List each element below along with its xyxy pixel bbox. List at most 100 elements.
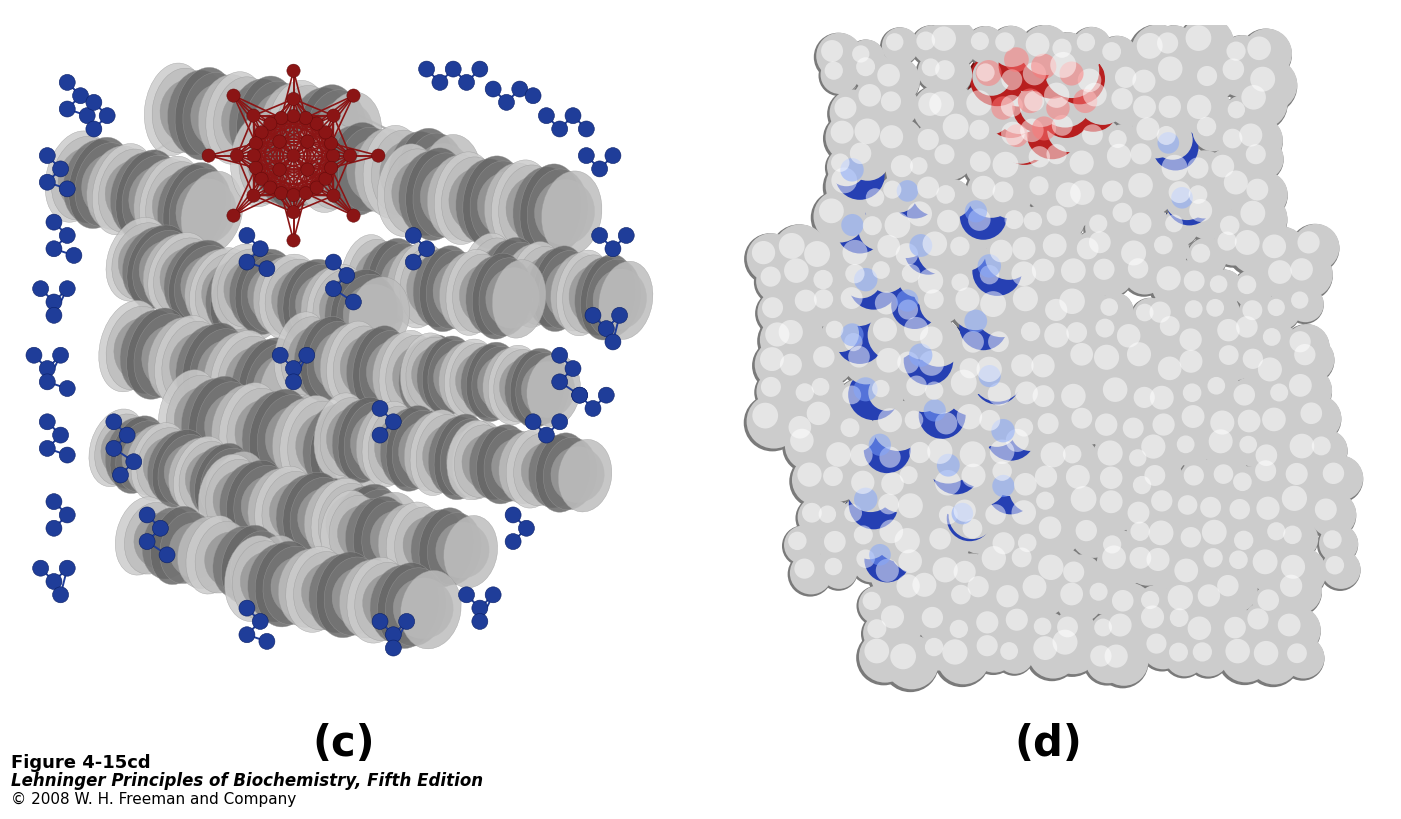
Circle shape — [976, 611, 999, 633]
Ellipse shape — [279, 549, 339, 627]
Ellipse shape — [230, 531, 286, 603]
Circle shape — [909, 260, 965, 316]
Ellipse shape — [472, 253, 527, 339]
Circle shape — [904, 565, 958, 618]
Circle shape — [992, 419, 1014, 442]
Circle shape — [1136, 33, 1163, 59]
Circle shape — [1010, 80, 1065, 135]
Circle shape — [818, 434, 873, 489]
Circle shape — [971, 604, 1019, 651]
Circle shape — [871, 486, 918, 532]
Circle shape — [1005, 278, 1061, 333]
Circle shape — [1286, 251, 1332, 298]
Ellipse shape — [394, 242, 447, 328]
Circle shape — [1009, 465, 1056, 514]
Circle shape — [287, 149, 300, 162]
Circle shape — [1020, 25, 1070, 75]
Circle shape — [976, 635, 998, 656]
Circle shape — [385, 414, 401, 430]
Ellipse shape — [301, 562, 361, 622]
Circle shape — [950, 279, 1000, 330]
Ellipse shape — [461, 233, 516, 319]
Ellipse shape — [535, 179, 594, 245]
Circle shape — [839, 258, 881, 301]
Circle shape — [1108, 130, 1126, 148]
Circle shape — [947, 578, 988, 620]
Circle shape — [934, 412, 957, 434]
Circle shape — [1129, 110, 1180, 161]
Circle shape — [552, 374, 567, 390]
Circle shape — [867, 284, 918, 335]
Circle shape — [472, 613, 488, 630]
Circle shape — [898, 193, 954, 248]
Circle shape — [880, 174, 918, 213]
Circle shape — [1247, 541, 1300, 594]
Circle shape — [946, 613, 985, 652]
Ellipse shape — [538, 251, 593, 329]
Circle shape — [744, 233, 796, 285]
Circle shape — [1023, 170, 1066, 212]
Circle shape — [1070, 513, 1117, 558]
Circle shape — [586, 400, 601, 417]
Circle shape — [432, 75, 448, 90]
Circle shape — [1237, 275, 1257, 294]
Ellipse shape — [406, 256, 460, 317]
Circle shape — [919, 391, 965, 439]
Circle shape — [1318, 524, 1358, 563]
Circle shape — [1323, 463, 1344, 484]
Circle shape — [955, 324, 1003, 372]
Circle shape — [1157, 356, 1181, 380]
Ellipse shape — [417, 339, 471, 411]
Circle shape — [1241, 138, 1283, 180]
Circle shape — [1108, 197, 1150, 238]
Circle shape — [1227, 466, 1268, 508]
Ellipse shape — [318, 408, 380, 491]
Circle shape — [1233, 402, 1281, 450]
Circle shape — [59, 228, 76, 243]
Circle shape — [796, 496, 839, 541]
Circle shape — [901, 336, 953, 387]
Circle shape — [1136, 304, 1153, 321]
Ellipse shape — [248, 265, 308, 324]
Circle shape — [1267, 523, 1285, 541]
Ellipse shape — [241, 476, 301, 536]
Circle shape — [818, 459, 860, 501]
Ellipse shape — [226, 347, 286, 412]
Circle shape — [1316, 455, 1363, 503]
Circle shape — [287, 206, 300, 219]
Ellipse shape — [380, 141, 440, 206]
Circle shape — [1234, 531, 1254, 550]
Circle shape — [1192, 59, 1234, 102]
Circle shape — [1257, 400, 1307, 450]
Circle shape — [1210, 275, 1227, 293]
Circle shape — [1129, 449, 1146, 467]
Ellipse shape — [304, 481, 366, 559]
Circle shape — [1038, 225, 1087, 276]
Ellipse shape — [434, 152, 495, 245]
Ellipse shape — [318, 483, 380, 562]
Ellipse shape — [265, 406, 325, 471]
Ellipse shape — [535, 432, 590, 512]
Circle shape — [999, 39, 1051, 91]
Circle shape — [996, 39, 1051, 94]
Circle shape — [850, 51, 892, 93]
Ellipse shape — [450, 343, 503, 416]
Ellipse shape — [122, 430, 175, 486]
Circle shape — [1177, 378, 1217, 419]
Circle shape — [1138, 585, 1175, 623]
Circle shape — [1213, 464, 1233, 484]
Circle shape — [1142, 627, 1184, 669]
Circle shape — [1216, 209, 1257, 251]
Circle shape — [1040, 292, 1087, 338]
Circle shape — [1187, 636, 1229, 679]
Circle shape — [876, 465, 923, 513]
Circle shape — [759, 347, 785, 371]
Ellipse shape — [242, 391, 303, 476]
Circle shape — [1065, 336, 1114, 383]
Circle shape — [1115, 66, 1136, 88]
Circle shape — [1103, 124, 1143, 164]
Circle shape — [1274, 477, 1330, 533]
Ellipse shape — [338, 127, 398, 212]
Circle shape — [779, 250, 831, 302]
Circle shape — [1089, 337, 1142, 389]
